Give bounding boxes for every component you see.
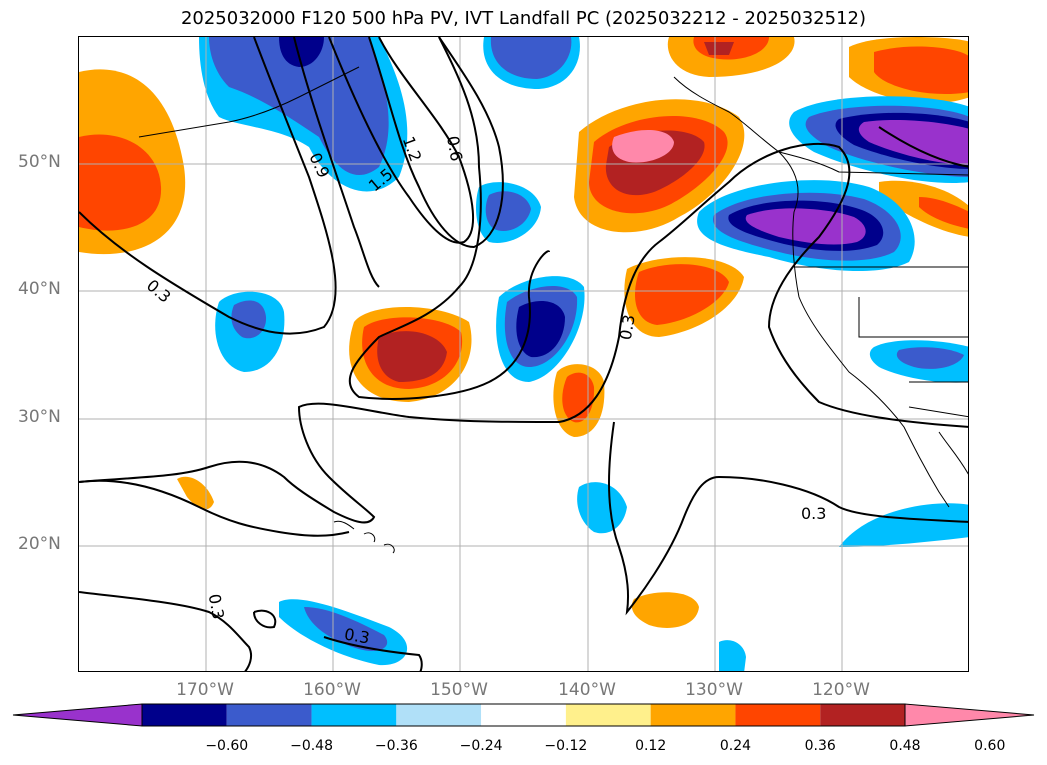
contour-0.3-south-loop xyxy=(253,609,277,629)
colorbar-cell xyxy=(226,704,312,726)
colorbar-tick-label: −0.12 xyxy=(544,738,588,754)
contour-0.3-south-center xyxy=(323,636,423,671)
map-title: 2025032000 F120 500 hPa PV, IVT Landfall… xyxy=(180,8,867,29)
lat-label-30N: 30°N xyxy=(18,407,61,427)
colorbar-cell xyxy=(396,704,482,726)
colorbar-cell xyxy=(311,704,397,726)
colorbar-tick-label: 0.48 xyxy=(889,738,921,754)
contour-label: 0.6 xyxy=(443,134,466,162)
contour-0.3-west xyxy=(79,37,337,335)
colorbar-tick-label: 0.24 xyxy=(719,738,752,754)
colorbar-tick-label: −0.48 xyxy=(290,738,333,754)
lat-label-50N: 50°N xyxy=(18,152,61,172)
lat-label-20N: 20°N xyxy=(18,534,61,554)
contour-1.5 xyxy=(328,37,475,244)
pv-contours xyxy=(79,37,968,671)
map-panel[interactable]: 0.3 0.9 1.5 1.2 0.6 0.3 0.3 0.3 0.3 xyxy=(78,36,969,672)
contour-1.2 xyxy=(368,37,504,249)
contour-0.3-south xyxy=(79,479,350,537)
colorbar-cell xyxy=(565,704,651,726)
colorbar-tick-label: −0.60 xyxy=(205,738,249,754)
map-canvas: 0.3 0.9 1.5 1.2 0.6 0.3 0.3 0.3 0.3 xyxy=(79,37,968,671)
aleutian-islands xyxy=(138,66,360,138)
colorbar-tick-label: −0.36 xyxy=(374,738,418,754)
colorbar-tick-label: 0.12 xyxy=(635,738,667,754)
colorbar xyxy=(12,703,1035,727)
contour-0.3-ak-loop xyxy=(878,126,968,168)
lon-label-150W: 150°W xyxy=(430,680,488,700)
lon-label-130W: 130°W xyxy=(685,680,743,700)
lon-label-120W: 120°W xyxy=(812,680,870,700)
lon-label-140W: 140°W xyxy=(558,680,616,700)
colorbar-tick-label: −0.24 xyxy=(459,738,503,754)
contour-label: 0.3 xyxy=(616,313,639,341)
contour-label: 0.3 xyxy=(801,504,826,523)
colorbar-cell xyxy=(735,704,821,726)
contour-0.3-east xyxy=(718,476,968,523)
contour-0.6 xyxy=(348,37,550,400)
colorbar-cell xyxy=(142,704,227,726)
colorbar-tick-label: 0.60 xyxy=(974,738,1006,754)
graticule xyxy=(79,37,968,671)
hawaii-islands xyxy=(333,520,395,554)
colorbar-tick-label: 0.36 xyxy=(804,738,836,754)
contour-0.9 xyxy=(293,37,380,288)
north-america-coast xyxy=(673,76,950,508)
colorbar-cell xyxy=(820,704,905,726)
contour-label: 0.3 xyxy=(205,592,228,620)
colorbar-extend-min xyxy=(12,703,143,727)
colorbar-cells xyxy=(12,703,1035,727)
colorbar-cell xyxy=(650,704,736,726)
contour-0.3-central xyxy=(79,143,968,524)
lat-label-40N: 40°N xyxy=(18,279,61,299)
coastlines xyxy=(138,66,968,554)
contour-label: 0.3 xyxy=(343,624,371,647)
negative-anomaly-regions xyxy=(199,37,968,671)
colorbar-cell xyxy=(481,704,566,726)
anomaly-region-west-core xyxy=(79,134,162,231)
colorbar-extend-max xyxy=(904,703,1035,727)
lon-label-160W: 160°W xyxy=(303,680,361,700)
colorbar-border xyxy=(141,703,906,727)
contour-0.3-southwest xyxy=(79,591,253,671)
contour-0.3-hawaii-loop xyxy=(608,421,720,616)
lon-label-170W: 170°W xyxy=(176,680,234,700)
